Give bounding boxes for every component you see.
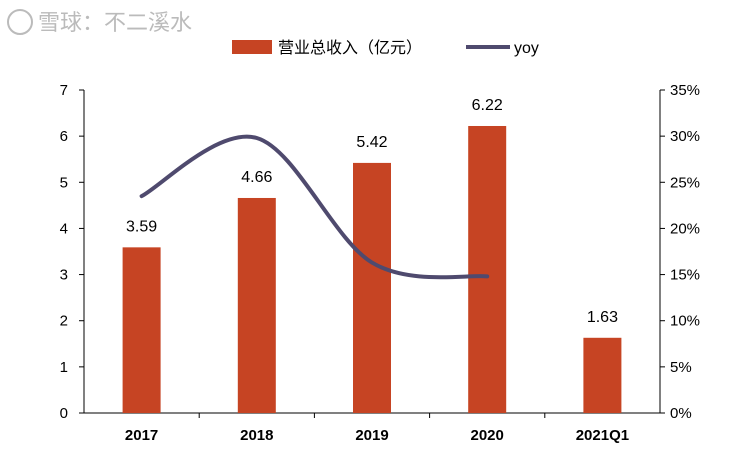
right-tick-label: 10% bbox=[670, 313, 700, 330]
bar-data-label: 1.63 bbox=[587, 309, 618, 326]
x-tick-label: 2020 bbox=[471, 427, 504, 444]
left-tick-label: 5 bbox=[60, 174, 68, 191]
left-tick-label: 0 bbox=[60, 405, 68, 422]
watermark: 雪球：不二溪水 bbox=[38, 10, 192, 35]
right-tick-label: 15% bbox=[670, 267, 700, 284]
bar bbox=[353, 162, 391, 413]
bar-data-label: 6.22 bbox=[472, 97, 503, 114]
left-tick-label: 1 bbox=[60, 359, 68, 376]
right-tick-label: 25% bbox=[670, 174, 700, 191]
right-tick-label: 35% bbox=[670, 82, 700, 99]
right-tick-label: 20% bbox=[670, 220, 700, 237]
legend-bar-label: 营业总收入（亿元） bbox=[278, 39, 422, 57]
left-tick-label: 7 bbox=[60, 82, 68, 99]
left-tick-label: 2 bbox=[60, 313, 68, 330]
watermark-logo-icon bbox=[7, 9, 33, 35]
yoy-line bbox=[139, 134, 490, 280]
legend-bar-swatch bbox=[232, 40, 272, 54]
bar bbox=[468, 125, 507, 414]
bar bbox=[122, 247, 161, 413]
right-tick-label: 30% bbox=[670, 128, 700, 145]
x-tick-label: 2017 bbox=[125, 427, 158, 444]
bar bbox=[583, 337, 622, 413]
right-tick-label: 5% bbox=[670, 359, 692, 376]
x-tick-label: 2019 bbox=[355, 427, 388, 444]
right-tick-label: 0% bbox=[670, 405, 692, 422]
bar-data-label: 5.42 bbox=[356, 134, 387, 151]
left-tick-label: 3 bbox=[60, 267, 68, 284]
left-tick-label: 6 bbox=[60, 128, 68, 145]
bar-data-label: 4.66 bbox=[241, 169, 272, 186]
x-tick-label: 2018 bbox=[240, 427, 273, 444]
bar-data-label: 3.59 bbox=[126, 218, 157, 235]
bar bbox=[237, 197, 276, 413]
legend-line-label: yoy bbox=[514, 40, 539, 57]
left-tick-label: 4 bbox=[60, 220, 68, 237]
x-tick-label: 2021Q1 bbox=[576, 427, 629, 444]
